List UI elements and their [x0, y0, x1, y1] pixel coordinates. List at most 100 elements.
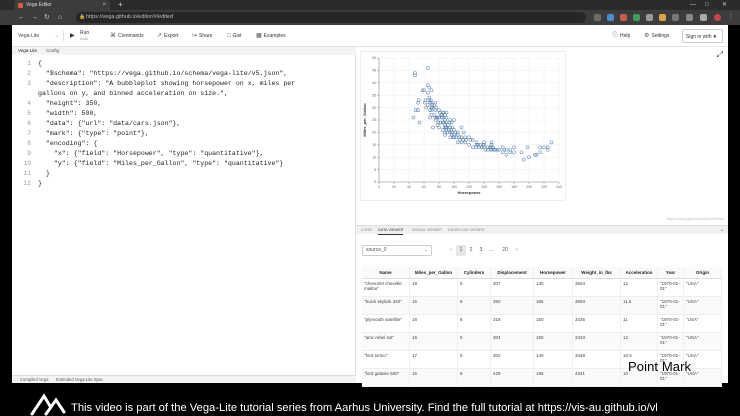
bottom-tabs: LOGS DATA VIEWER SIGNAL VIEWER DATAFLOW …	[356, 226, 728, 235]
table-cell: 11.5	[621, 297, 658, 314]
extension-icon[interactable]	[686, 14, 693, 21]
home-icon[interactable]: ⌂	[58, 14, 63, 21]
data-point	[455, 130, 460, 135]
extension-icon[interactable]	[620, 14, 627, 21]
export-button[interactable]: ↗ Export	[157, 33, 179, 39]
close-window-icon[interactable]: ✕	[722, 2, 728, 8]
page-20[interactable]: 20	[502, 247, 508, 253]
page-1[interactable]: 1	[456, 245, 466, 256]
menu-icon[interactable]: ⋮	[728, 14, 734, 20]
profile-avatar[interactable]	[714, 14, 721, 21]
prev-page-icon[interactable]: ‹	[450, 247, 452, 253]
code-text: "encoding": {	[38, 140, 98, 147]
code-editor[interactable]: 1 {2 "$schema": "https://vega.github.io/s…	[12, 55, 356, 375]
scatter-chart[interactable]: 0 20 40 60 80 100 120 140 160 180 200 220 240 0 5 10 15 2…	[361, 52, 567, 202]
browser-tab[interactable]: Vega Editor ×	[14, 0, 110, 10]
data-point	[431, 125, 435, 130]
dataset-select[interactable]: source_0 ⌄	[362, 245, 432, 256]
page-3[interactable]: 3	[479, 247, 483, 253]
mode-value: Vega-Lite	[18, 33, 40, 39]
minimize-icon[interactable]: —	[690, 2, 696, 8]
close-tab-icon[interactable]: ×	[102, 2, 106, 8]
data-point	[461, 130, 466, 135]
gear-icon: ⚙	[644, 33, 650, 39]
examples-icon: ▦	[256, 33, 262, 39]
new-tab-icon[interactable]: +	[118, 0, 123, 9]
page-2[interactable]: 2	[469, 247, 473, 253]
table-cell: "USA"	[684, 333, 722, 350]
column-header[interactable]: Weight_in_lbs	[573, 267, 621, 278]
x-tick-label: 100	[451, 185, 457, 189]
reload-icon[interactable]: ↻	[44, 14, 50, 21]
chevron-down-icon: ⌄	[423, 247, 428, 253]
extension-icon[interactable]	[633, 14, 640, 21]
extension-icon[interactable]	[594, 14, 601, 21]
table-cell: 18	[410, 279, 458, 296]
data-point	[482, 140, 486, 145]
help-button[interactable]: ⓘ Help	[612, 33, 631, 39]
mode-select[interactable]: Vega-Lite ⌄	[18, 31, 64, 41]
table-cell: 18	[410, 315, 458, 332]
column-header[interactable]: Year	[658, 267, 684, 278]
data-point	[444, 128, 449, 132]
data-point	[437, 108, 441, 112]
gist-button[interactable]: □ Gist	[227, 33, 242, 39]
column-header[interactable]: Cylinders	[458, 267, 491, 278]
data-point	[508, 150, 513, 155]
data-point	[474, 143, 479, 147]
table-cell: 8	[458, 315, 491, 332]
tab-signal-viewer[interactable]: SIGNAL VIEWER	[412, 228, 442, 232]
forward-icon[interactable]: →	[31, 14, 38, 21]
tab-dataflow-viewer[interactable]: DATAFLOW VIEWER	[448, 228, 485, 232]
column-header[interactable]: Origin	[684, 267, 722, 278]
back-icon[interactable]: ←	[18, 14, 25, 21]
data-point	[430, 103, 435, 107]
table-cell: 8	[458, 351, 491, 368]
url-field[interactable]: 🔒 https://vega.github.io/editor/#/edited	[76, 12, 586, 23]
axes: 0 20 40 60 80 100 120 140 160 180 200 220 240 0 5 10 15 2…	[372, 56, 562, 189]
x-tick-label: 220	[541, 185, 547, 189]
collapse-icon[interactable]: ⌄	[719, 227, 724, 233]
column-header[interactable]: Displacement	[491, 267, 534, 278]
data-point	[452, 118, 456, 122]
data-point	[429, 100, 434, 105]
examples-button[interactable]: ▦ Examples	[256, 33, 286, 39]
expand-icon[interactable]: ⤢	[716, 50, 723, 59]
column-header[interactable]: Miles_per_Gallon	[410, 267, 458, 278]
data-point	[485, 145, 490, 150]
extension-icon[interactable]	[607, 14, 614, 21]
sign-in-button[interactable]: Sign in with ●	[682, 29, 723, 43]
data-point	[525, 145, 530, 150]
column-header[interactable]: Acceleration	[621, 267, 658, 278]
line-number: 7	[27, 130, 31, 137]
points	[411, 66, 554, 162]
data-point	[549, 140, 554, 145]
data-point	[416, 98, 421, 102]
tab-data-viewer[interactable]: DATA VIEWER	[378, 226, 404, 235]
table-row: "chevrolet chevelle malibu" 18 8 307 130 3504…	[362, 279, 722, 297]
data-point	[434, 105, 438, 110]
next-page-icon[interactable]: ›	[516, 247, 518, 253]
tab-logs[interactable]: LOGS	[361, 228, 372, 232]
run-button[interactable]: ▶ Run Auto	[68, 28, 104, 44]
column-header[interactable]: Horsepower	[534, 267, 573, 278]
extension-icon[interactable]	[659, 14, 666, 21]
code-text: "mark": {"type": "point"},	[38, 130, 149, 137]
column-header[interactable]: Name	[362, 267, 410, 278]
data-point	[435, 115, 440, 120]
tab-config[interactable]: Config	[46, 48, 60, 53]
tab-vega-lite[interactable]: Vega-Lite	[18, 48, 38, 53]
table-cell: 3449	[573, 351, 621, 368]
data-point	[476, 143, 480, 147]
settings-button[interactable]: ⚙ Settings	[644, 33, 670, 39]
tab-extended-spec[interactable]: Extended Vega-Lite Spec	[56, 377, 104, 382]
share-button[interactable]: ↪ Share	[192, 33, 213, 39]
x-tick-label: 200	[526, 185, 532, 189]
maximize-icon[interactable]: □	[705, 2, 709, 8]
extension-icon[interactable]	[672, 14, 679, 21]
extension-icon[interactable]	[700, 14, 707, 21]
commands-button[interactable]: ⌘ Commands	[110, 33, 144, 39]
extension-icon[interactable]	[646, 14, 653, 21]
tab-compiled-vega[interactable]: Compiled Vega	[20, 377, 49, 382]
data-point	[457, 135, 462, 140]
